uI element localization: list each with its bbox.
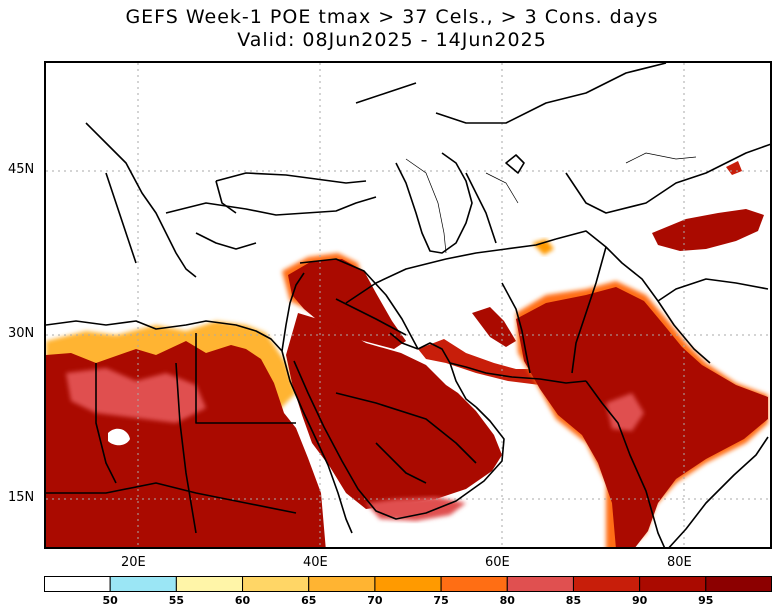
- colorbar-swatch: [175, 576, 244, 592]
- coastlines-borders: [46, 63, 770, 547]
- colorbar-swatches: [44, 576, 772, 592]
- colorbar-tick-label: 60: [234, 594, 251, 607]
- colorbar-tick-label: 75: [433, 594, 449, 607]
- x-tick-label: 80E: [667, 555, 692, 570]
- colorbar-swatch: [109, 576, 177, 592]
- map-svg: [46, 63, 770, 547]
- heat-region-sahara-pocket: [108, 428, 130, 446]
- y-tick-label: 15N: [8, 490, 35, 505]
- graticule: [46, 63, 770, 547]
- chart-subtitle: Valid: 08Jun2025 - 14Jun2025: [237, 29, 547, 51]
- y-tick-label: 30N: [8, 326, 35, 341]
- colorbar-swatch: [639, 576, 707, 592]
- heat-region-yemen-cool: [366, 497, 466, 521]
- colorbar-tick-label: 50: [102, 594, 118, 607]
- colorbar-swatch: [242, 576, 310, 592]
- heat-region-india-pocket: [606, 393, 644, 431]
- colorbar-tick-label: 95: [698, 594, 714, 607]
- heat-field-layer: [46, 161, 768, 547]
- colorbar-swatch: [308, 576, 376, 592]
- heat-region-afghan-patch: [532, 239, 554, 255]
- colorbar-swatch: [44, 576, 111, 592]
- colorbar-tick-label: 70: [367, 594, 383, 607]
- x-tick-label: 20E: [121, 555, 146, 570]
- colorbar-tick-label: 90: [631, 594, 648, 607]
- heat-region-sahara-cool: [66, 368, 206, 423]
- x-tick-label: 40E: [303, 555, 328, 570]
- heat-region-arabian-peninsula: [286, 313, 502, 509]
- colorbar-tick-label: 55: [168, 594, 185, 607]
- y-tick-label: 45N: [8, 162, 35, 177]
- heat-region-pakistan-india: [516, 287, 768, 547]
- colorbar-swatch: [506, 576, 574, 592]
- colorbar-swatch: [705, 576, 772, 592]
- colorbar-swatch: [374, 576, 442, 592]
- chart-title: GEFS Week-1 POE tmax > 37 Cels., > 3 Con…: [125, 6, 659, 28]
- x-tick-label: 60E: [485, 555, 510, 570]
- heat-region-iran-interior: [472, 307, 516, 347]
- thin-borders: [405, 152, 697, 254]
- heat-region-tarim: [652, 209, 764, 251]
- colorbar-swatch: [572, 576, 641, 592]
- heat-region-gobi-patch: [726, 161, 742, 175]
- colorbar: [44, 576, 772, 592]
- colorbar-tick-label: 85: [565, 594, 582, 607]
- colorbar-tick-label: 80: [499, 594, 515, 607]
- map-panel: [44, 61, 772, 549]
- colorbar-swatch: [440, 576, 508, 592]
- colorbar-tick-label: 65: [301, 594, 317, 607]
